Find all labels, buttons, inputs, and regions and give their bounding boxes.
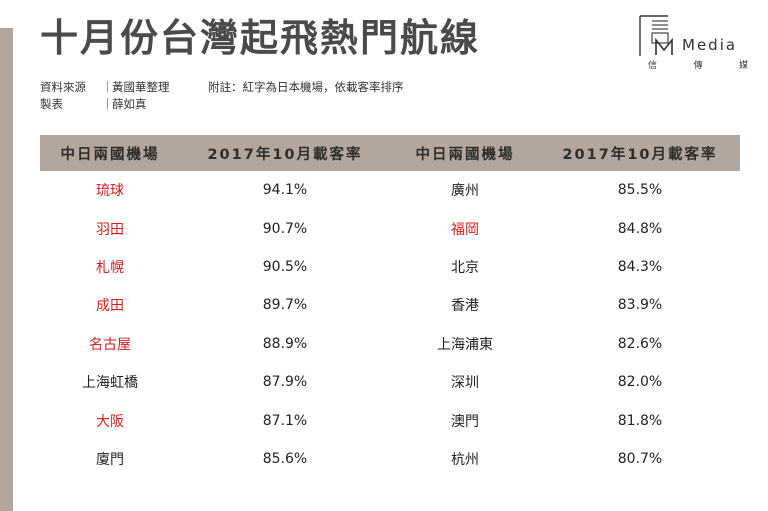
- rate-right: 85.5%: [617, 182, 663, 199]
- airport-left: 上海虹橋: [82, 375, 138, 392]
- airport-left: 札幌: [96, 259, 124, 276]
- airport-right: 廣州: [451, 183, 479, 200]
- footnote: 附註：紅字為日本機場，依載客率排序: [208, 80, 404, 94]
- load-factor-table: 中日兩國機場 2017年10月載客率 中日兩國機場 2017年10月載客率 琉球…: [40, 135, 740, 478]
- rate-right: 82.0%: [617, 374, 663, 391]
- table-row: 廈門 85.6% 杭州 80.7%: [40, 440, 740, 478]
- rate-left: 88.9%: [262, 335, 308, 352]
- logo-wordmark: Media: [682, 36, 738, 54]
- header-airport-left: 中日兩國機場: [60, 146, 160, 163]
- source-value: 黃國華整理: [112, 80, 170, 94]
- table-row: 成田 89.7% 香港 83.9%: [40, 286, 740, 324]
- airport-right: 澳門: [451, 413, 479, 430]
- rate-left: 87.9%: [262, 374, 308, 391]
- maker-line: 製表 ｜薛如真: [40, 96, 208, 112]
- left-accent-bar: [0, 28, 13, 511]
- rate-left: 87.1%: [262, 412, 308, 429]
- rate-left: 94.1%: [262, 182, 308, 199]
- rate-left: 85.6%: [262, 450, 308, 467]
- airport-right: 杭州: [451, 451, 479, 468]
- airport-right: 福岡: [451, 221, 479, 238]
- header-airport-right: 中日兩國機場: [415, 146, 515, 163]
- airport-left: 大阪: [96, 413, 124, 430]
- separator: ｜: [102, 80, 114, 94]
- airport-left: 羽田: [96, 221, 124, 238]
- table-row: 札幌 90.5% 北京 84.3%: [40, 248, 740, 286]
- airport-right: 深圳: [451, 375, 479, 392]
- page-title: 十月份台灣起飛熱門航線: [40, 16, 481, 60]
- table-row: 上海虹橋 87.9% 深圳 82.0%: [40, 363, 740, 401]
- logo-sub-char: 信: [648, 61, 658, 71]
- maker-value: 薛如真: [112, 97, 147, 111]
- logo-sub-char: 媒: [738, 61, 748, 71]
- separator: ｜: [102, 97, 114, 111]
- logo-mark-icon: [639, 15, 673, 56]
- airport-right: 北京: [451, 259, 479, 276]
- table-body: 琉球 94.1% 廣州 85.5% 羽田 90.7% 福岡 84.8% 札幌 9…: [40, 171, 740, 478]
- media-logo: Media 信 傳 媒: [638, 12, 754, 74]
- rate-right: 84.8%: [617, 220, 663, 237]
- rate-left: 90.5%: [262, 258, 308, 275]
- rate-right: 83.9%: [617, 297, 663, 314]
- rate-left: 89.7%: [262, 297, 308, 314]
- airport-left: 成田: [96, 298, 124, 315]
- table-row: 大阪 87.1% 澳門 81.8%: [40, 401, 740, 439]
- rate-right: 80.7%: [617, 450, 663, 467]
- rate-right: 81.8%: [617, 412, 663, 429]
- table-row: 名古屋 88.9% 上海浦東 82.6%: [40, 325, 740, 363]
- airport-left: 廈門: [96, 451, 124, 468]
- rate-right: 82.6%: [617, 335, 663, 352]
- header-rate-left: 2017年10月載客率: [207, 146, 363, 163]
- logo-sub-char: 傳: [693, 61, 703, 71]
- header-rate-right: 2017年10月載客率: [562, 146, 718, 163]
- table-row: 羽田 90.7% 福岡 84.8%: [40, 209, 740, 247]
- table-row: 琉球 94.1% 廣州 85.5%: [40, 171, 740, 209]
- maker-label: 製表: [40, 97, 63, 111]
- logo-subtitle: 信 傳 媒: [648, 58, 748, 71]
- table-header: 中日兩國機場 2017年10月載客率 中日兩國機場 2017年10月載客率: [40, 135, 740, 171]
- source-line: 資料來源 ｜黃國華整理 附註：紅字為日本機場，依載客率排序: [40, 79, 404, 95]
- airport-left: 名古屋: [89, 336, 131, 353]
- source-label: 資料來源: [40, 80, 86, 94]
- airport-left: 琉球: [96, 183, 124, 200]
- rate-left: 90.7%: [262, 220, 308, 237]
- rate-right: 84.3%: [617, 258, 663, 275]
- airport-right: 上海浦東: [437, 336, 493, 353]
- airport-right: 香港: [451, 298, 479, 315]
